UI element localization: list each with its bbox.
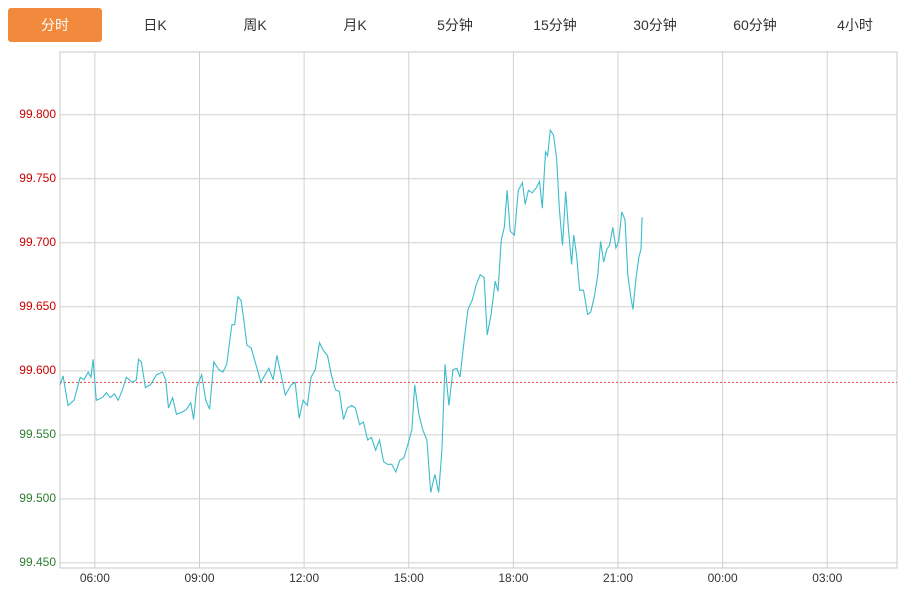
y-tick-label: 99.450: [19, 555, 56, 569]
tab[interactable]: 30分钟: [633, 17, 677, 33]
tab[interactable]: 15分钟: [533, 17, 577, 33]
tab[interactable]: 分时: [8, 8, 102, 42]
tab[interactable]: 60分钟: [733, 17, 777, 33]
x-tick-label: 12:00: [289, 571, 319, 585]
tab[interactable]: 4小时: [837, 17, 873, 33]
x-tick-label: 06:00: [80, 571, 110, 585]
y-tick-label: 99.600: [19, 363, 56, 377]
x-tick-label: 18:00: [498, 571, 528, 585]
plot-border: [59, 51, 898, 569]
y-tick-label: 99.650: [19, 299, 56, 313]
x-tick-label: 15:00: [394, 571, 424, 585]
y-tick-label: 99.750: [19, 171, 56, 185]
tab-bar: 分时 日K 周K 月K 5分钟 15分钟 30分钟 60分钟 4小时: [5, 8, 905, 42]
x-tick-label: 09:00: [184, 571, 214, 585]
x-tick-label: 00:00: [708, 571, 738, 585]
y-tick-label: 99.550: [19, 427, 56, 441]
x-tick-label: 03:00: [812, 571, 842, 585]
x-tick-label: 21:00: [603, 571, 633, 585]
tab[interactable]: 5分钟: [437, 17, 473, 33]
y-tick-label: 99.700: [19, 235, 56, 249]
price-line: [59, 128, 643, 493]
y-tick-label: 99.800: [19, 107, 56, 121]
tab[interactable]: 日K: [143, 17, 167, 33]
y-tick-label: 99.500: [19, 491, 56, 505]
tab[interactable]: 月K: [343, 17, 367, 33]
tab[interactable]: 周K: [243, 17, 267, 33]
